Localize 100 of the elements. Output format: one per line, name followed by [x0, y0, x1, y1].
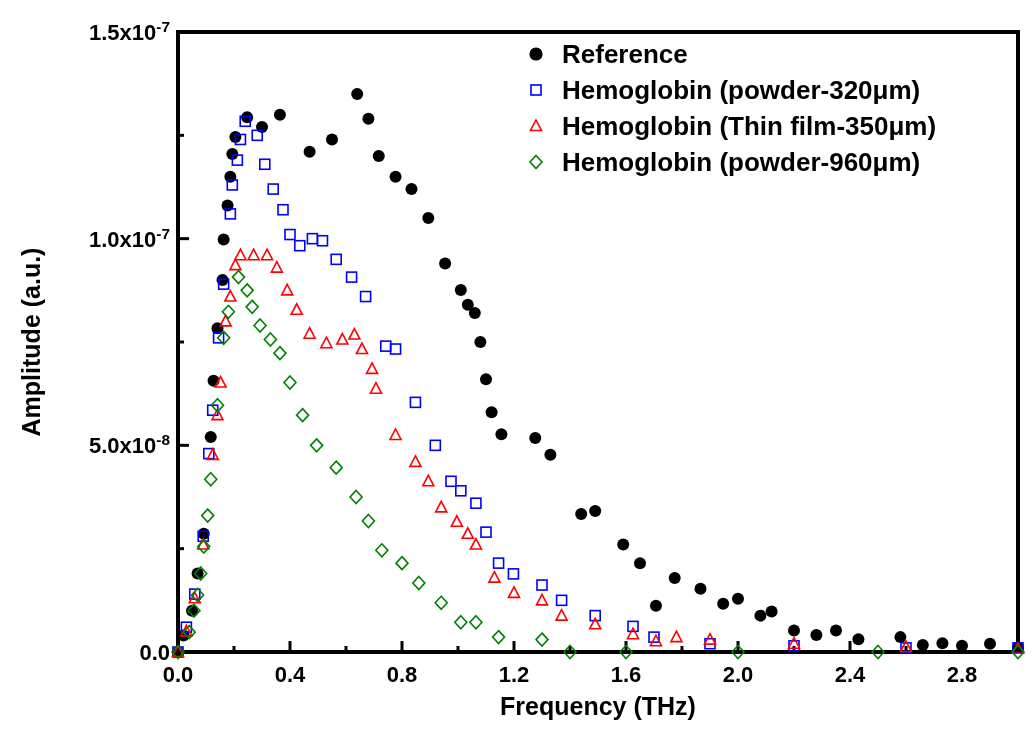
point: [231, 154, 244, 166]
point: [294, 239, 306, 252]
point: [1011, 644, 1025, 660]
point: [871, 644, 885, 660]
point: [351, 88, 364, 100]
point: [830, 624, 842, 637]
x-tick-label: 1.6: [610, 662, 642, 687]
point: [507, 586, 521, 599]
point: [365, 362, 379, 375]
point: [217, 233, 230, 246]
point: [852, 633, 865, 646]
point: [916, 638, 929, 651]
legend-label: Reference: [562, 39, 688, 69]
point: [295, 407, 310, 423]
point: [217, 278, 230, 290]
point: [389, 170, 402, 183]
point: [694, 582, 707, 595]
point: [193, 566, 208, 581]
point: [495, 428, 508, 441]
point: [409, 455, 422, 468]
point: [379, 340, 392, 352]
point: [203, 447, 215, 460]
point: [251, 129, 264, 142]
point: [488, 570, 501, 583]
point: [507, 568, 520, 580]
point: [535, 632, 549, 647]
point: [765, 605, 778, 618]
point: [389, 343, 402, 355]
point: [422, 474, 435, 487]
x-tick-label: 0.0: [162, 662, 194, 687]
point: [260, 248, 274, 261]
point: [491, 629, 506, 645]
point: [788, 624, 800, 637]
point: [544, 448, 557, 461]
point: [434, 500, 448, 513]
point: [412, 575, 426, 591]
point: [290, 302, 304, 316]
y-tick-label: 1.0x10$^{-7}$: [89, 224, 170, 252]
point: [627, 620, 639, 633]
point: [369, 381, 383, 395]
point: [212, 332, 225, 344]
point: [450, 515, 464, 528]
point: [189, 588, 201, 600]
point: [188, 591, 202, 604]
point: [224, 208, 237, 220]
point: [389, 428, 402, 441]
point: [634, 557, 646, 570]
point: [754, 609, 767, 622]
point: [345, 271, 358, 283]
point: [359, 290, 372, 303]
point: [984, 637, 996, 650]
point: [536, 579, 548, 591]
point: [267, 183, 279, 195]
point: [234, 133, 247, 146]
point: [455, 485, 467, 497]
y-tick-label: 0.0: [139, 640, 170, 665]
point: [329, 460, 343, 475]
point: [454, 614, 468, 630]
point: [263, 332, 278, 347]
point: [316, 234, 329, 247]
point: [649, 599, 662, 612]
point: [670, 630, 683, 643]
point: [649, 634, 663, 647]
point: [422, 212, 435, 224]
y-tick-label: 1.5x10$^{-7}$: [89, 17, 170, 45]
point: [703, 632, 717, 645]
point: [704, 637, 716, 650]
point: [245, 299, 259, 315]
point: [204, 431, 217, 444]
point: [535, 593, 549, 606]
point: [216, 330, 231, 346]
point: [326, 133, 338, 146]
point: [787, 636, 801, 650]
point: [375, 543, 389, 558]
point: [240, 283, 254, 298]
point: [469, 537, 483, 550]
point: [273, 108, 286, 121]
legend-label: Hemoglobin (Thin film-350μm): [562, 111, 937, 141]
point: [732, 592, 744, 605]
x-tick-label: 2.8: [946, 662, 978, 687]
y-tick-label: 5.0x10$^{-8}$: [89, 430, 171, 459]
y-axis-title: Amplitude (a.u.): [17, 247, 45, 437]
point: [270, 260, 284, 273]
point: [480, 373, 492, 386]
point: [731, 644, 745, 660]
point: [211, 408, 224, 421]
point: [429, 439, 442, 452]
point: [284, 228, 296, 241]
point: [330, 253, 342, 266]
legend-label: Hemoglobin (powder-320μm): [562, 75, 921, 105]
point: [461, 526, 475, 540]
point: [474, 336, 487, 348]
point: [229, 258, 242, 271]
point: [439, 257, 452, 270]
x-tick-label: 2.4: [834, 662, 867, 687]
point: [247, 248, 260, 261]
point: [492, 557, 505, 569]
point: [589, 609, 601, 622]
point: [372, 150, 385, 162]
point: [445, 475, 457, 488]
